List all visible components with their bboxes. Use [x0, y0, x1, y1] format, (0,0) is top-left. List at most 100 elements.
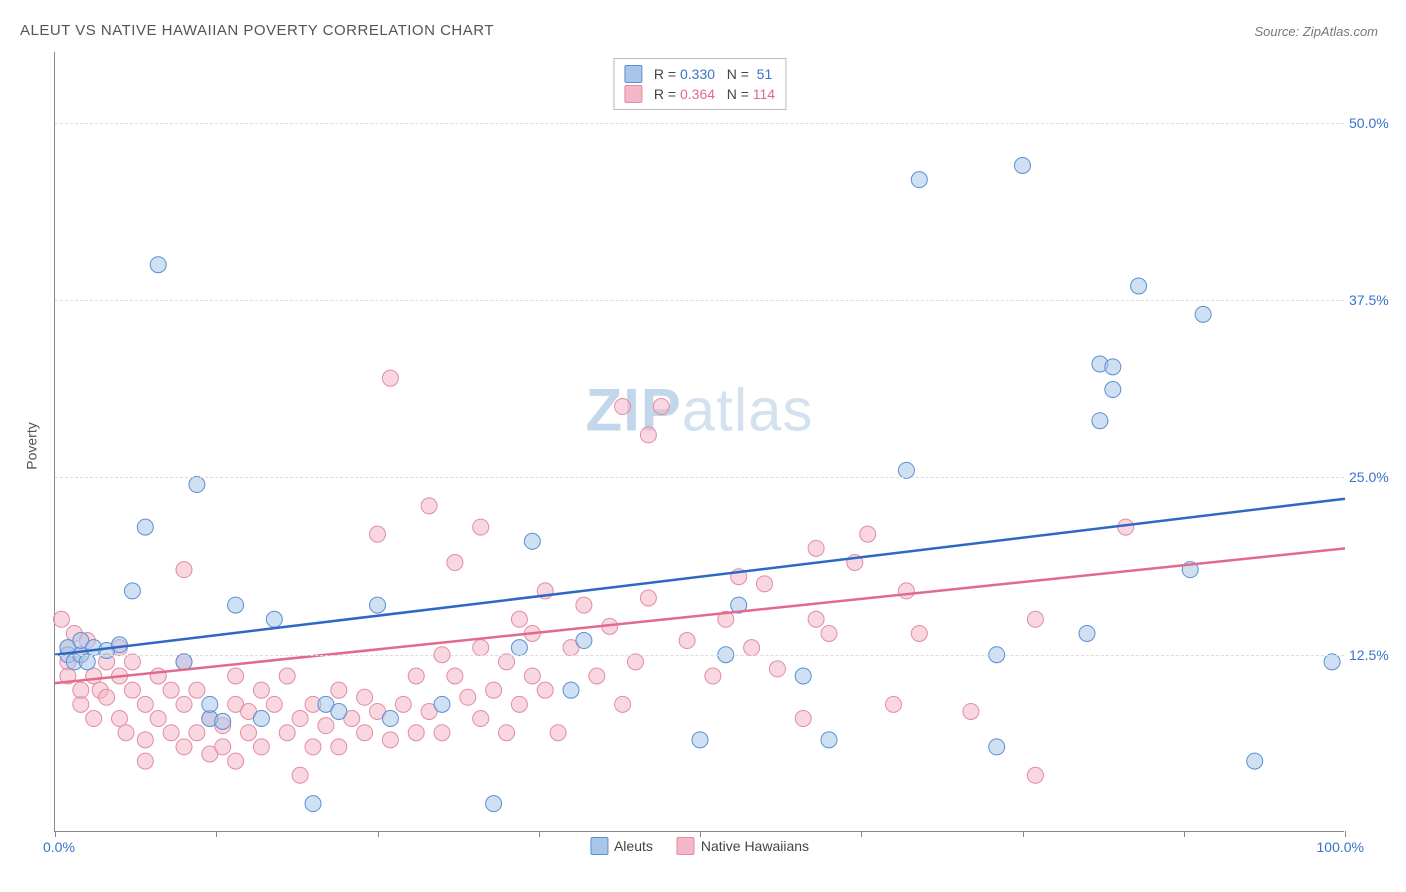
data-point — [757, 576, 773, 592]
data-point — [253, 711, 269, 727]
data-point — [292, 711, 308, 727]
data-point — [79, 654, 95, 670]
x-tick — [1023, 831, 1024, 837]
data-point — [460, 689, 476, 705]
data-point — [124, 583, 140, 599]
data-point — [395, 696, 411, 712]
data-point — [124, 654, 140, 670]
data-point — [524, 668, 540, 684]
data-point — [860, 526, 876, 542]
x-axis-min-label: 0.0% — [43, 839, 75, 855]
data-point — [370, 526, 386, 542]
data-point — [511, 611, 527, 627]
data-point — [563, 682, 579, 698]
x-tick — [700, 831, 701, 837]
y-tick-label: 50.0% — [1349, 115, 1399, 131]
data-point — [576, 597, 592, 613]
data-point — [615, 399, 631, 415]
data-point — [963, 703, 979, 719]
data-point — [679, 633, 695, 649]
data-point — [189, 682, 205, 698]
data-point — [615, 696, 631, 712]
data-point — [795, 668, 811, 684]
legend-item: Aleuts — [590, 837, 653, 855]
data-point — [370, 597, 386, 613]
data-point — [331, 682, 347, 698]
data-point — [408, 725, 424, 741]
x-tick — [1184, 831, 1185, 837]
gridline — [55, 655, 1344, 656]
x-tick — [539, 831, 540, 837]
data-point — [524, 533, 540, 549]
data-point — [150, 711, 166, 727]
data-point — [279, 668, 295, 684]
data-point — [640, 590, 656, 606]
x-tick — [378, 831, 379, 837]
data-point — [744, 640, 760, 656]
legend-swatch — [624, 65, 642, 83]
data-point — [163, 682, 179, 698]
data-point — [292, 767, 308, 783]
data-point — [228, 753, 244, 769]
y-axis-label: Poverty — [24, 422, 40, 469]
data-point — [447, 668, 463, 684]
data-point — [911, 172, 927, 188]
correlation-legend-row: R = 0.330 N = 51 — [624, 65, 775, 83]
data-point — [150, 257, 166, 273]
data-point — [215, 739, 231, 755]
data-point — [473, 711, 489, 727]
data-point — [202, 696, 218, 712]
data-point — [1131, 278, 1147, 294]
data-point — [112, 637, 128, 653]
data-point — [253, 682, 269, 698]
data-point — [499, 725, 515, 741]
data-point — [653, 399, 669, 415]
correlation-stat: R = 0.364 N = 114 — [654, 86, 775, 102]
legend-swatch — [590, 837, 608, 855]
data-point — [808, 611, 824, 627]
data-point — [176, 696, 192, 712]
legend-label: Native Hawaiians — [701, 838, 809, 854]
data-point — [886, 696, 902, 712]
data-point — [176, 654, 192, 670]
data-point — [118, 725, 134, 741]
data-point — [576, 633, 592, 649]
data-point — [189, 725, 205, 741]
y-tick-label: 12.5% — [1349, 647, 1399, 663]
data-point — [911, 625, 927, 641]
trend-line — [55, 548, 1345, 683]
data-point — [511, 640, 527, 656]
data-point — [1027, 767, 1043, 783]
data-point — [266, 611, 282, 627]
x-tick — [861, 831, 862, 837]
data-point — [511, 696, 527, 712]
data-point — [795, 711, 811, 727]
data-point — [898, 583, 914, 599]
data-point — [473, 640, 489, 656]
data-point — [1027, 611, 1043, 627]
data-point — [434, 696, 450, 712]
data-point — [137, 753, 153, 769]
data-point — [769, 661, 785, 677]
data-point — [640, 427, 656, 443]
data-point — [124, 682, 140, 698]
data-point — [989, 739, 1005, 755]
data-point — [1092, 413, 1108, 429]
data-point — [112, 711, 128, 727]
x-tick — [1345, 831, 1346, 837]
legend-item: Native Hawaiians — [677, 837, 809, 855]
data-point — [331, 703, 347, 719]
data-point — [241, 725, 257, 741]
data-point — [137, 519, 153, 535]
x-tick — [55, 831, 56, 837]
data-point — [305, 796, 321, 812]
data-point — [821, 625, 837, 641]
data-point — [1105, 382, 1121, 398]
data-point — [86, 668, 102, 684]
data-point — [357, 725, 373, 741]
data-point — [73, 696, 89, 712]
data-point — [705, 668, 721, 684]
data-point — [331, 739, 347, 755]
data-point — [434, 725, 450, 741]
plot-svg-layer — [55, 52, 1344, 831]
